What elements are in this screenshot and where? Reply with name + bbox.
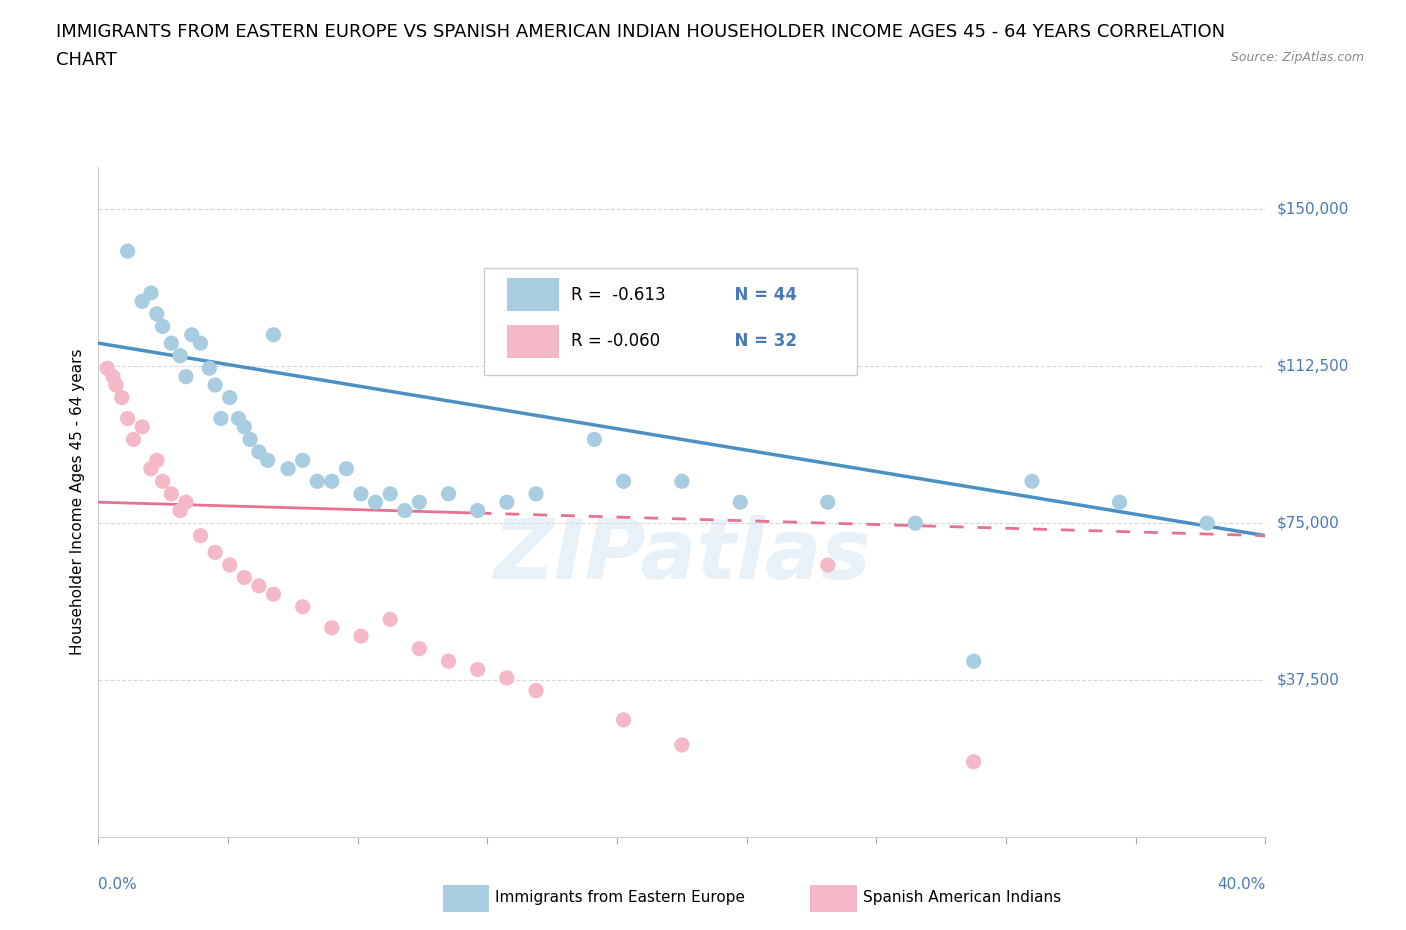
Point <box>291 600 314 615</box>
Point <box>671 737 693 752</box>
Point <box>198 361 221 376</box>
Point <box>101 369 124 384</box>
Point <box>204 378 226 392</box>
Point <box>467 503 489 518</box>
Text: ZIPatlas: ZIPatlas <box>494 515 870 596</box>
Point <box>277 461 299 476</box>
Text: R =  -0.613: R = -0.613 <box>571 286 665 303</box>
Point <box>190 528 212 543</box>
Text: $112,500: $112,500 <box>1277 359 1350 374</box>
FancyBboxPatch shape <box>508 278 560 312</box>
Point <box>378 486 402 501</box>
Point <box>612 712 634 727</box>
Y-axis label: Householder Income Ages 45 - 64 years: Householder Income Ages 45 - 64 years <box>69 349 84 656</box>
Point <box>233 570 256 585</box>
Text: IMMIGRANTS FROM EASTERN EUROPE VS SPANISH AMERICAN INDIAN HOUSEHOLDER INCOME AGE: IMMIGRANTS FROM EASTERN EUROPE VS SPANIS… <box>56 23 1226 41</box>
Point <box>467 662 489 677</box>
Point <box>239 432 262 447</box>
Point <box>218 558 240 573</box>
FancyBboxPatch shape <box>443 885 489 912</box>
Point <box>817 495 839 510</box>
Point <box>350 486 373 501</box>
Point <box>247 578 270 593</box>
Point <box>350 629 373 644</box>
Point <box>962 654 984 669</box>
Point <box>117 411 139 426</box>
Point <box>1108 495 1130 510</box>
Point <box>169 503 191 518</box>
Point <box>262 327 284 342</box>
Point <box>364 495 387 510</box>
Point <box>139 461 162 476</box>
Point <box>111 391 134 405</box>
Point <box>104 378 127 392</box>
Point <box>190 336 212 351</box>
Point <box>437 654 460 669</box>
FancyBboxPatch shape <box>508 325 560 358</box>
Point <box>583 432 606 447</box>
FancyBboxPatch shape <box>810 885 856 912</box>
Point <box>495 495 517 510</box>
Point <box>291 453 314 468</box>
Point <box>307 474 329 489</box>
FancyBboxPatch shape <box>484 268 856 375</box>
Point <box>233 419 256 434</box>
Point <box>204 545 226 560</box>
Point <box>408 642 430 657</box>
Text: 40.0%: 40.0% <box>1218 877 1265 892</box>
Point <box>378 612 402 627</box>
Point <box>262 587 284 602</box>
Point <box>817 558 839 573</box>
Point <box>228 411 250 426</box>
Point <box>1195 516 1218 531</box>
Point <box>131 294 153 309</box>
Point <box>122 432 145 447</box>
Point <box>408 495 430 510</box>
Point <box>117 244 139 259</box>
Point <box>180 327 202 342</box>
Text: Source: ZipAtlas.com: Source: ZipAtlas.com <box>1230 51 1364 64</box>
Point <box>962 754 984 769</box>
Point <box>160 336 183 351</box>
Point <box>256 453 278 468</box>
Point <box>139 286 162 300</box>
Text: R = -0.060: R = -0.060 <box>571 333 661 351</box>
Point <box>174 495 197 510</box>
Text: N = 44: N = 44 <box>723 286 797 303</box>
Point <box>335 461 357 476</box>
Point <box>209 411 232 426</box>
Point <box>218 391 240 405</box>
Text: $75,000: $75,000 <box>1277 515 1340 531</box>
Point <box>146 453 169 468</box>
Point <box>730 495 752 510</box>
Point <box>146 307 169 322</box>
Point <box>671 474 693 489</box>
Point <box>131 419 153 434</box>
Text: Spanish American Indians: Spanish American Indians <box>863 890 1062 905</box>
Point <box>524 683 547 698</box>
Point <box>394 503 416 518</box>
Text: CHART: CHART <box>56 51 117 69</box>
Point <box>96 361 118 376</box>
Point <box>169 349 191 364</box>
Point <box>152 319 174 334</box>
Text: Immigrants from Eastern Europe: Immigrants from Eastern Europe <box>495 890 745 905</box>
Point <box>160 486 183 501</box>
Point <box>174 369 197 384</box>
Point <box>612 474 634 489</box>
Point <box>1021 474 1043 489</box>
Text: $150,000: $150,000 <box>1277 202 1350 217</box>
Text: N = 32: N = 32 <box>723 333 797 351</box>
Point <box>437 486 460 501</box>
Point <box>247 445 270 459</box>
Text: $37,500: $37,500 <box>1277 672 1340 687</box>
Point <box>321 620 343 635</box>
Point <box>152 474 174 489</box>
Point <box>524 486 547 501</box>
Point <box>904 516 927 531</box>
Text: 0.0%: 0.0% <box>98 877 138 892</box>
Point <box>321 474 343 489</box>
Point <box>495 671 517 685</box>
